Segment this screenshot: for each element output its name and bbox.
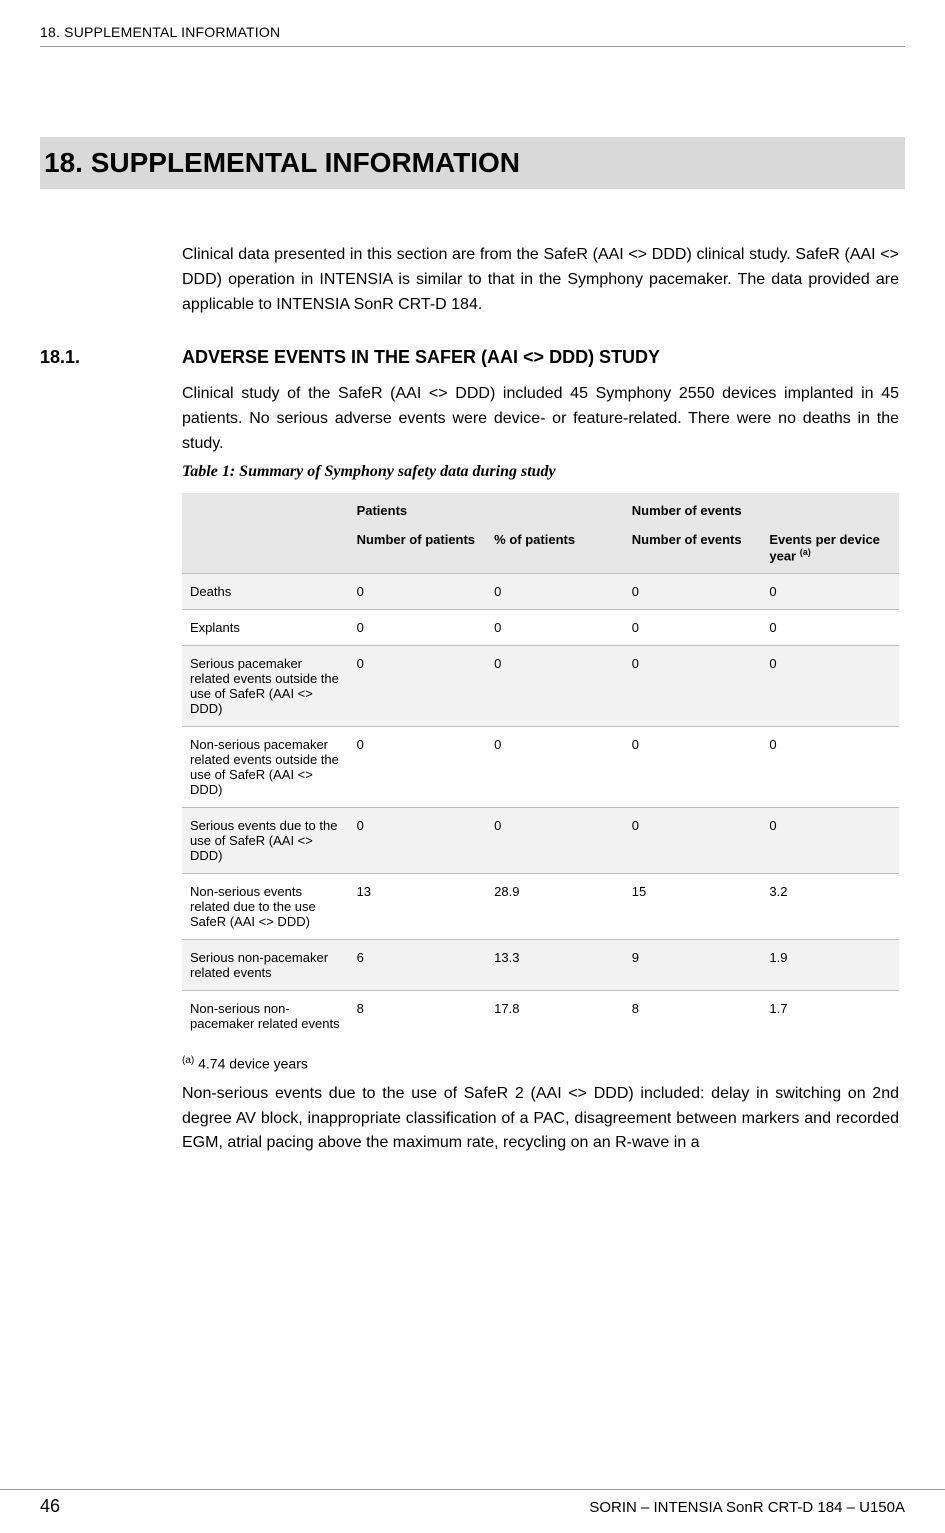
cell-value: 0 bbox=[624, 574, 762, 610]
cell-value: 0 bbox=[349, 808, 487, 874]
cell-value: 13.3 bbox=[486, 940, 624, 991]
cell-value: 0 bbox=[761, 808, 899, 874]
cell-value: 3.2 bbox=[761, 874, 899, 940]
group-header-events: Number of events bbox=[624, 493, 899, 522]
table-row: Serious pacemaker related events outside… bbox=[182, 646, 899, 727]
cell-value: 0 bbox=[624, 808, 762, 874]
cell-value: 0 bbox=[486, 646, 624, 727]
cell-label: Non-serious events related due to the us… bbox=[182, 874, 349, 940]
running-header: 18. SUPPLEMENTAL INFORMATION bbox=[40, 24, 905, 40]
footnote-text: 4.74 device years bbox=[194, 1056, 308, 1072]
footer-document-id: SORIN – INTENSIA SonR CRT-D 184 – U150A bbox=[589, 1499, 905, 1516]
sub-header-num-events: Number of events bbox=[624, 522, 762, 574]
section-title-bar: 18. SUPPLEMENTAL INFORMATION bbox=[40, 137, 905, 189]
cell-label: Serious non-pacemaker related events bbox=[182, 940, 349, 991]
cell-value: 1.7 bbox=[761, 991, 899, 1042]
table-group-header-row: Patients Number of events bbox=[182, 493, 899, 522]
safety-data-table: Patients Number of events Number of pati… bbox=[182, 493, 899, 1041]
cell-label: Deaths bbox=[182, 574, 349, 610]
cell-value: 0 bbox=[349, 574, 487, 610]
cell-value: 0 bbox=[624, 727, 762, 808]
cell-label: Serious pacemaker related events outside… bbox=[182, 646, 349, 727]
page-footer: 46 SORIN – INTENSIA SonR CRT-D 184 – U15… bbox=[0, 1489, 945, 1517]
table-row: Non-serious events related due to the us… bbox=[182, 874, 899, 940]
cell-value: 28.9 bbox=[486, 874, 624, 940]
body-column: Clinical data presented in this section … bbox=[182, 243, 899, 1156]
table-footnote: (a) 4.74 device years bbox=[182, 1055, 899, 1072]
group-header-blank bbox=[182, 493, 349, 522]
cell-label: Serious events due to the use of SafeR (… bbox=[182, 808, 349, 874]
group-header-patients: Patients bbox=[349, 493, 624, 522]
cell-value: 6 bbox=[349, 940, 487, 991]
table-row: Serious events due to the use of SafeR (… bbox=[182, 808, 899, 874]
sub-header-pct-patients: % of patients bbox=[486, 522, 624, 574]
cell-value: 0 bbox=[486, 808, 624, 874]
table-row: Serious non-pacemaker related events 6 1… bbox=[182, 940, 899, 991]
sub-header-num-patients: Number of patients bbox=[349, 522, 487, 574]
section-title: 18. SUPPLEMENTAL INFORMATION bbox=[44, 147, 895, 179]
cell-value: 0 bbox=[761, 574, 899, 610]
page-number: 46 bbox=[40, 1496, 60, 1517]
cell-label: Explants bbox=[182, 610, 349, 646]
footnote-marker: (a) bbox=[182, 1055, 194, 1066]
sub-header-events-per-year: Events per device year (a) bbox=[761, 522, 899, 574]
cell-value: 0 bbox=[761, 727, 899, 808]
footnote-marker-icon: (a) bbox=[800, 547, 811, 557]
cell-value: 0 bbox=[624, 610, 762, 646]
cell-value: 15 bbox=[624, 874, 762, 940]
page: 18. SUPPLEMENTAL INFORMATION 18. SUPPLEM… bbox=[0, 0, 945, 1156]
table-row: Explants 0 0 0 0 bbox=[182, 610, 899, 646]
cell-value: 0 bbox=[486, 727, 624, 808]
cell-value: 0 bbox=[349, 727, 487, 808]
cell-value: 0 bbox=[486, 610, 624, 646]
table-row: Deaths 0 0 0 0 bbox=[182, 574, 899, 610]
table-row: Non-serious non-pacemaker related events… bbox=[182, 991, 899, 1042]
subsection-paragraph: Clinical study of the SafeR (AAI <> DDD)… bbox=[182, 382, 899, 456]
table-caption: Table 1: Summary of Symphony safety data… bbox=[182, 463, 899, 481]
cell-value: 8 bbox=[349, 991, 487, 1042]
table-sub-header-row: Number of patients % of patients Number … bbox=[182, 522, 899, 574]
cell-value: 0 bbox=[761, 610, 899, 646]
table-row: Non-serious pacemaker related events out… bbox=[182, 727, 899, 808]
table-body: Deaths 0 0 0 0 Explants 0 0 0 0 Serious … bbox=[182, 574, 899, 1042]
cell-value: 8 bbox=[624, 991, 762, 1042]
cell-value: 9 bbox=[624, 940, 762, 991]
cell-label: Non-serious pacemaker related events out… bbox=[182, 727, 349, 808]
cell-value: 0 bbox=[761, 646, 899, 727]
cell-label: Non-serious non-pacemaker related events bbox=[182, 991, 349, 1042]
sub-header-label bbox=[182, 522, 349, 574]
cell-value: 0 bbox=[624, 646, 762, 727]
header-rule bbox=[40, 46, 905, 47]
cell-value: 0 bbox=[349, 646, 487, 727]
closing-paragraph: Non-serious events due to the use of Saf… bbox=[182, 1082, 899, 1156]
subsection-header: 18.1. ADVERSE EVENTS IN THE SAFER (AAI <… bbox=[182, 347, 899, 368]
intro-paragraph: Clinical data presented in this section … bbox=[182, 243, 899, 317]
cell-value: 1.9 bbox=[761, 940, 899, 991]
cell-value: 17.8 bbox=[486, 991, 624, 1042]
subsection-number: 18.1. bbox=[40, 347, 80, 368]
cell-value: 0 bbox=[349, 610, 487, 646]
cell-value: 13 bbox=[349, 874, 487, 940]
subsection-title: ADVERSE EVENTS IN THE SAFER (AAI <> DDD)… bbox=[182, 347, 660, 367]
cell-value: 0 bbox=[486, 574, 624, 610]
